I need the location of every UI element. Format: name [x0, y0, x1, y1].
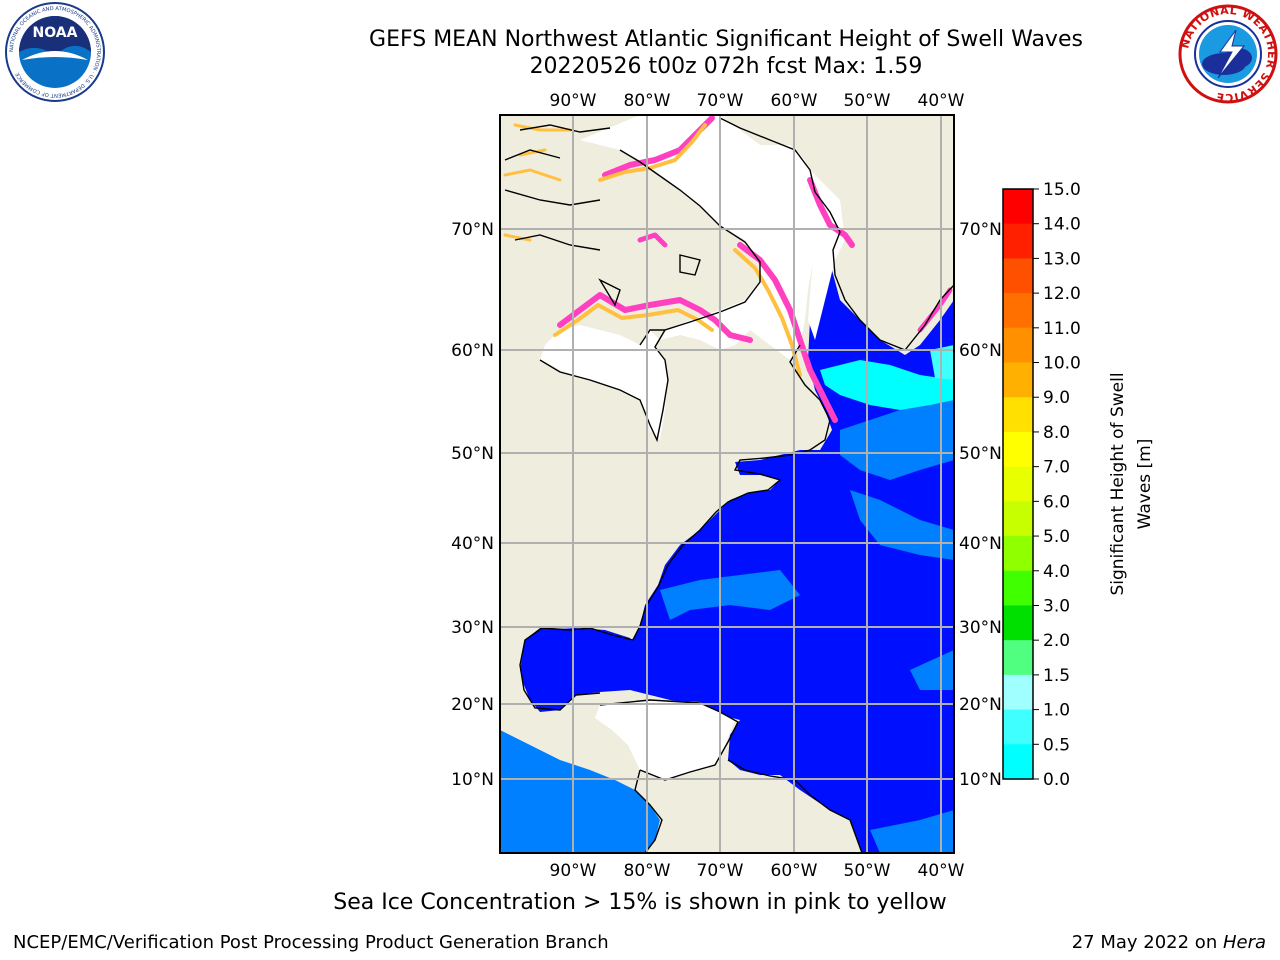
colorbar-tick-label: 14.0: [1043, 215, 1081, 235]
colorbar-tick-label: 8.0: [1043, 423, 1070, 443]
map-panel: 90°W 80°W 70°W 60°W 50°W 40°W 90°W 80°W …: [451, 91, 1002, 881]
colorbar-segment: [1003, 709, 1033, 745]
lat-label-right: 50°N: [959, 444, 1002, 464]
colorbar-segment: [1003, 397, 1033, 433]
map-frame: [499, 114, 955, 854]
colorbar-tick-label: 0.0: [1043, 770, 1070, 790]
coastlines: [504, 117, 954, 853]
lat-label-left: 50°N: [451, 444, 494, 464]
lon-label-top: 40°W: [918, 91, 965, 111]
lat-label-right: 20°N: [959, 695, 1002, 715]
chart-subtitle: 20220526 t00z 072h fcst Max: 1.59: [529, 54, 923, 79]
lat-label-right: 70°N: [959, 220, 1002, 240]
colorbar-segment: [1003, 674, 1033, 711]
colorbar-tick-label: 1.0: [1043, 701, 1070, 721]
lat-label-right: 30°N: [959, 618, 1002, 638]
colorbar-tick-label: 15.0: [1043, 180, 1081, 200]
colorbar-tick-label: 12.0: [1043, 284, 1081, 304]
colorbar-segment: [1003, 258, 1033, 294]
footer-date-text: 27 May 2022 on: [1071, 932, 1223, 953]
colorbar-tick-label: 0.5: [1043, 735, 1070, 755]
graticule: [500, 115, 954, 853]
colorbar-tick-label: 11.0: [1043, 319, 1081, 339]
lat-label-left: 20°N: [451, 695, 494, 715]
lon-label-bottom: 70°W: [697, 861, 744, 881]
colorbar-segment: [1003, 466, 1033, 502]
colorbar-tick-label: 4.0: [1043, 562, 1070, 582]
colorbar-tick-label: 5.0: [1043, 527, 1070, 547]
lon-label-bottom: 50°W: [844, 861, 891, 881]
lat-label-right: 10°N: [959, 770, 1002, 790]
colorbar-tick-label: 3.0: [1043, 596, 1070, 616]
lat-label-left: 70°N: [451, 220, 494, 240]
lat-labels-left: 70°N 60°N 50°N 40°N 30°N 20°N 10°N: [451, 220, 494, 790]
colorbar-segment: [1003, 605, 1033, 641]
lon-label-top: 90°W: [550, 91, 597, 111]
gulf-of-mexico: [520, 628, 638, 710]
lat-label-right: 40°N: [959, 534, 1002, 554]
arctic-ice-region: [540, 115, 820, 440]
noaa-logo: NOAA NATIONAL OCEANIC AND ATMOSPHERIC AD…: [5, 2, 105, 102]
lon-label-top: 50°W: [844, 91, 891, 111]
noaa-logo-text: NOAA: [33, 25, 78, 41]
colorbar-segment: [1003, 744, 1033, 780]
lon-labels-top: 90°W 80°W 70°W 60°W 50°W 40°W: [550, 91, 965, 111]
colorbar-segment: [1003, 293, 1033, 329]
chart-title: GEFS MEAN Northwest Atlantic Significant…: [369, 27, 1083, 52]
lat-label-left: 40°N: [451, 534, 494, 554]
atlantic-ocean: [522, 195, 954, 853]
lat-label-left: 30°N: [451, 618, 494, 638]
colorbar-label-units: Waves [m]: [1135, 439, 1155, 530]
pacific-ocean: [500, 730, 660, 853]
lon-label-bottom: 80°W: [624, 861, 671, 881]
footer-credit: NCEP/EMC/Verification Post Processing Pr…: [13, 932, 609, 953]
lon-labels-bottom: 90°W 80°W 70°W 60°W 50°W 40°W: [550, 861, 965, 881]
colorbar-segment: [1003, 640, 1033, 676]
sea-ice-note: Sea Ice Concentration > 15% is shown in …: [333, 890, 947, 915]
lon-label-top: 70°W: [697, 91, 744, 111]
lon-label-bottom: 60°W: [771, 861, 818, 881]
lat-labels-right: 70°N 60°N 50°N 40°N 30°N 20°N 10°N: [959, 220, 1002, 790]
lon-label-top: 80°W: [624, 91, 671, 111]
colorbar-tick-label: 9.0: [1043, 388, 1070, 408]
footer-machine: Hera: [1222, 932, 1266, 953]
colorbar-tick-label: 7.0: [1043, 458, 1070, 478]
footer-date: 27 May 2022 on Hera: [1072, 932, 1266, 953]
lon-label-top: 60°W: [771, 91, 818, 111]
lon-label-bottom: 90°W: [550, 861, 597, 881]
lat-label-left: 60°N: [451, 341, 494, 361]
lat-label-left: 10°N: [451, 770, 494, 790]
lat-label-right: 60°N: [959, 341, 1002, 361]
colorbar-frame: [1002, 188, 1034, 780]
colorbar: 15.0 14.0 13.0 12.0 11.0 10.0 9.0 8.0 7.0 6.0 5.0 4…: [1002, 180, 1155, 790]
colorbar-segment: [1003, 431, 1033, 468]
colorbar-tick-label: 6.0: [1043, 492, 1070, 512]
colorbar-tick-label: 1.5: [1043, 666, 1070, 686]
colorbar-segment: [1003, 327, 1033, 364]
colorbar-tick-label: 2.0: [1043, 631, 1070, 651]
colorbar-segment: [1003, 501, 1033, 537]
colorbar-segment: [1003, 362, 1033, 398]
colorbar-segment: [1003, 570, 1033, 606]
colorbar-label: Significant Height of Swell: [1108, 372, 1128, 595]
colorbar-tick-label: 13.0: [1043, 249, 1081, 269]
colorbar-segment: [1003, 223, 1033, 259]
colorbar-segment: [1003, 189, 1033, 225]
nws-logo: NATIONAL WEATHER SERVICE: [1178, 4, 1277, 104]
colorbar-segment: [1003, 536, 1033, 572]
colorbar-tick-label: 10.0: [1043, 354, 1081, 374]
lon-label-bottom: 40°W: [918, 861, 965, 881]
